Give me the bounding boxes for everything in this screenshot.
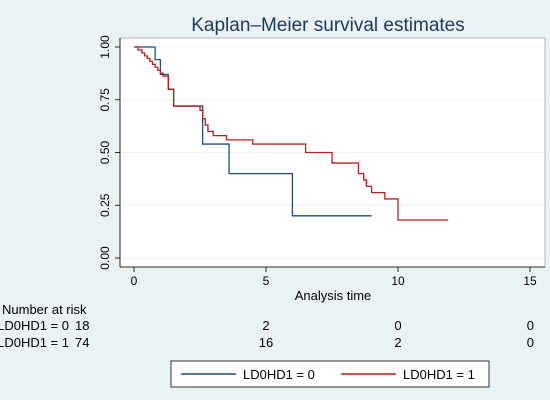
series-lines [134, 46, 449, 221]
chart-title: Kaplan–Meier survival estimates [191, 15, 465, 36]
y-axis: 0.00 0.25 0.50 0.75 1.00 [98, 35, 121, 270]
legend-label-1: LD0HD1 = 1 [403, 367, 475, 382]
x-tick-label: 15 [523, 274, 537, 288]
risk-count: 2 [394, 335, 401, 350]
x-tick-label: 0 [131, 274, 138, 288]
y-tick-label: 0.25 [98, 193, 112, 217]
x-axis: 0 5 10 15 [120, 266, 545, 288]
risk-count: 74 [75, 335, 89, 350]
risk-row-label: LD0HD1 = 1 [0, 335, 69, 350]
risk-count: 0 [394, 318, 401, 333]
x-tick-label: 10 [391, 274, 405, 288]
x-axis-label: Analysis time [295, 288, 372, 303]
risk-count: 0 [527, 318, 534, 333]
y-tick-label: 0.50 [98, 140, 112, 164]
risk-row-label: LD0HD1 = 0 [0, 318, 69, 333]
risk-count: 0 [527, 335, 534, 350]
risk-count: 2 [262, 318, 269, 333]
risk-table: Number at risk LD0HD1 = 0 18 2 0 0 LD0HD1 = 1… [0, 302, 534, 350]
legend: LD0HD1 = 0 LD0HD1 = 1 [170, 360, 490, 388]
y-tick-label: 0.75 [98, 88, 112, 112]
y-tick-label: 0.00 [98, 246, 112, 270]
risk-count: 18 [75, 318, 89, 333]
y-tick-label: 1.00 [98, 35, 112, 59]
series-line-1 [134, 46, 449, 221]
risk-table-header: Number at risk [2, 302, 87, 317]
risk-count: 16 [259, 335, 273, 350]
x-tick-label: 5 [263, 274, 270, 288]
legend-label-0: LD0HD1 = 0 [243, 367, 315, 382]
